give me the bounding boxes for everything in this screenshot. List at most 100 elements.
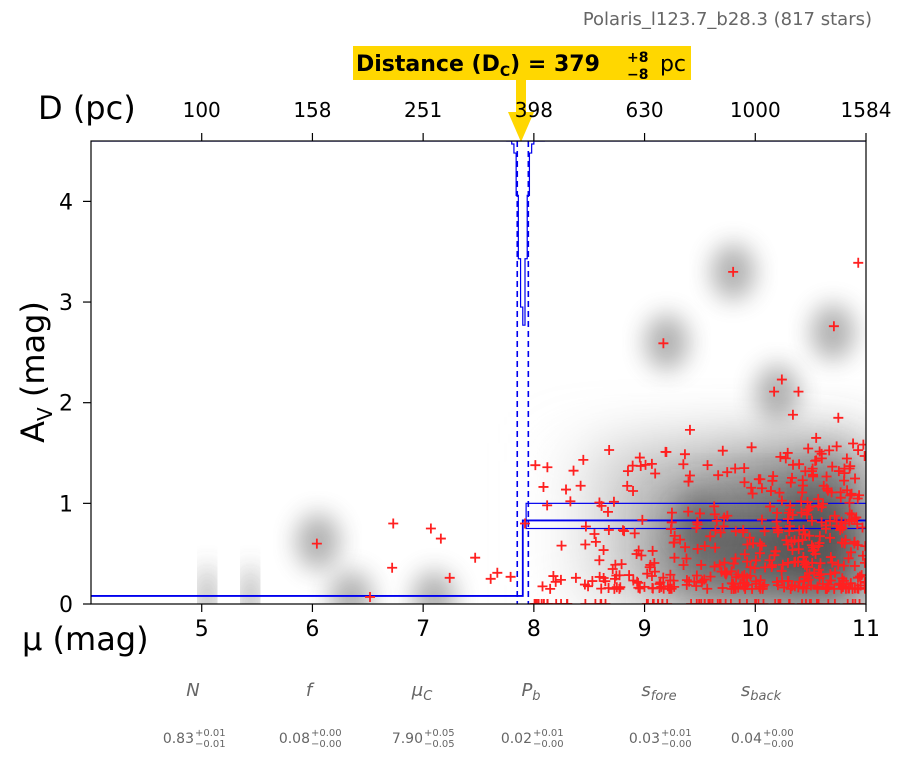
- star-marker: [530, 460, 541, 471]
- star-marker: [694, 508, 705, 519]
- star-marker: [844, 508, 855, 519]
- star-marker: [728, 558, 739, 569]
- y-tick-label: 0: [59, 593, 73, 618]
- star-marker: [608, 496, 619, 507]
- top-tick-label: 1584: [841, 98, 892, 122]
- star-marker: [719, 557, 730, 568]
- star-marker: [825, 532, 836, 543]
- star-marker: [750, 599, 761, 604]
- star-marker: [788, 459, 799, 470]
- star-marker: [590, 599, 601, 604]
- star-marker: [806, 580, 817, 591]
- distance-arrow-shaft: [516, 80, 526, 112]
- star-marker: [710, 542, 721, 553]
- star-marker: [691, 599, 702, 604]
- star-marker: [770, 599, 781, 604]
- star-marker: [657, 599, 668, 604]
- star-marker: [830, 567, 841, 578]
- star-marker: [742, 539, 753, 550]
- star-marker: [850, 599, 861, 604]
- star-marker: [765, 501, 776, 512]
- star-marker: [776, 374, 787, 385]
- star-marker: [529, 599, 540, 604]
- param-lower-err: −0.00: [311, 739, 342, 750]
- star-marker: [730, 553, 741, 564]
- star-marker: [681, 579, 692, 590]
- star-marker: [538, 599, 549, 604]
- star-marker: [699, 574, 710, 585]
- x-tick-label: 9: [638, 617, 652, 642]
- star-marker: [631, 548, 642, 559]
- star-marker: [797, 599, 808, 604]
- top-tick-label: 251: [404, 98, 442, 122]
- star-marker: [809, 545, 820, 556]
- density-blob: [644, 314, 689, 371]
- star-marker: [829, 599, 840, 604]
- star-markers: [311, 257, 866, 604]
- star-marker: [739, 477, 750, 488]
- star-marker: [717, 582, 728, 593]
- star-marker: [697, 575, 708, 586]
- star-marker: [739, 581, 750, 592]
- star-marker: [542, 599, 553, 604]
- density-blob: [755, 364, 800, 421]
- star-marker: [712, 599, 723, 604]
- param-value: 0.02: [501, 731, 532, 747]
- star-marker: [705, 531, 716, 542]
- star-marker: [746, 482, 757, 493]
- param-name: Pb: [521, 680, 540, 704]
- star-marker: [783, 507, 794, 518]
- star-marker: [749, 563, 760, 574]
- star-marker: [742, 572, 753, 583]
- distance-upper-err: +8: [627, 50, 648, 66]
- param-lower-err: −0.00: [533, 739, 564, 750]
- star-marker: [757, 583, 768, 594]
- star-marker: [702, 460, 713, 471]
- param-lower-err: −0.00: [661, 739, 692, 750]
- star-marker: [691, 570, 702, 581]
- star-marker: [835, 487, 846, 498]
- distance-highlight-box: [353, 46, 691, 80]
- density-blob: [202, 564, 213, 604]
- star-marker: [756, 540, 767, 551]
- star-marker: [388, 518, 399, 529]
- star-marker: [425, 523, 436, 534]
- star-marker: [822, 485, 833, 496]
- x-tick-label: 10: [741, 617, 769, 642]
- star-marker: [640, 459, 651, 470]
- param-upper-err: +0.00: [311, 728, 342, 739]
- star-marker: [570, 572, 581, 583]
- star-marker: [782, 447, 793, 458]
- star-marker: [492, 567, 503, 578]
- star-marker: [744, 532, 755, 543]
- distance-callout: Distance (DC) = 379 +8 −8 pc: [353, 46, 691, 142]
- star-marker: [785, 477, 796, 488]
- star-marker: [681, 553, 692, 564]
- star-marker: [782, 557, 793, 568]
- star-marker: [653, 599, 664, 604]
- star-marker: [542, 462, 553, 473]
- star-marker: [831, 516, 842, 527]
- star-marker: [852, 493, 863, 504]
- x-tick-label: 7: [416, 617, 430, 642]
- star-marker: [814, 538, 825, 549]
- param-value: 7.90: [392, 731, 423, 747]
- star-marker: [647, 583, 658, 594]
- star-marker: [683, 506, 694, 517]
- star-marker: [607, 563, 618, 574]
- star-marker: [550, 576, 561, 587]
- star-marker: [555, 574, 566, 585]
- star-marker: [603, 582, 614, 593]
- star-marker: [715, 599, 726, 604]
- star-marker: [825, 569, 836, 580]
- star-marker: [850, 473, 861, 484]
- star-marker: [578, 454, 589, 465]
- star-marker: [709, 561, 720, 572]
- star-marker: [387, 562, 398, 573]
- star-marker: [756, 483, 767, 494]
- star-marker: [848, 438, 859, 449]
- star-marker: [845, 578, 856, 589]
- star-marker: [814, 446, 825, 457]
- y-tick-label: 1: [59, 492, 73, 517]
